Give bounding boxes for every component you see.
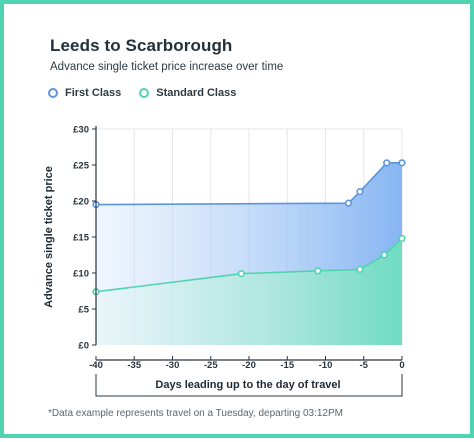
legend-label-first-class: First Class: [65, 87, 122, 99]
legend-marker-first-class: [48, 88, 58, 98]
chart-legend: First Class Standard Class: [48, 87, 254, 99]
y-tick-label: £5: [78, 305, 89, 316]
chart-title: Leeds to Scarborough: [50, 36, 233, 55]
x-tick-label: -5: [360, 360, 369, 371]
x-tick-label: -40: [89, 360, 103, 371]
y-tick-label: £0: [78, 341, 89, 352]
y-tick-label: £10: [73, 269, 89, 280]
y-tick-label: £30: [73, 125, 89, 136]
x-tick-label: -10: [319, 360, 333, 371]
point-first-class: [356, 188, 364, 196]
legend-label-standard-class: Standard Class: [156, 87, 237, 99]
point-standard-class: [314, 267, 322, 275]
x-axis-label: Days leading up to the day of travel: [155, 379, 340, 391]
x-label-bracket: [95, 374, 403, 397]
x-tick-label: -25: [204, 360, 218, 371]
legend-marker-standard-class: [139, 88, 150, 98]
chart-subtitle: Advance single ticket price increase ove…: [50, 61, 284, 73]
x-tick-label: 0: [399, 360, 404, 371]
footnote: *Data example represents travel on a Tue…: [48, 408, 343, 419]
x-tick-label: -30: [166, 360, 180, 371]
price-chart: £0 £5 £10 £15 £20 £25 £30 -40 -35 -30 -25 -20 -15 -10…: [43, 125, 406, 397]
y-tick-label: £15: [73, 233, 90, 244]
point-standard-class: [398, 234, 406, 243]
x-tick-label: -15: [280, 360, 294, 371]
legend-item-standard-class: Standard Class: [139, 87, 236, 99]
point-first-class: [398, 159, 406, 167]
point-standard-class: [380, 251, 389, 259]
legend-item-first-class: First Class: [48, 87, 121, 99]
point-standard-class: [356, 265, 364, 274]
area-standard-class: [96, 238, 402, 345]
x-tick-label: -35: [127, 360, 141, 371]
y-tick-label: £25: [73, 161, 90, 172]
point-first-class: [344, 199, 353, 207]
point-first-class: [383, 159, 391, 167]
y-tick-label: £20: [73, 197, 89, 208]
line-standard-class: [95, 237, 403, 293]
x-tick-label: -20: [242, 360, 256, 371]
y-axis-label: Advance single ticket price: [43, 166, 55, 308]
point-standard-class: [237, 270, 245, 278]
